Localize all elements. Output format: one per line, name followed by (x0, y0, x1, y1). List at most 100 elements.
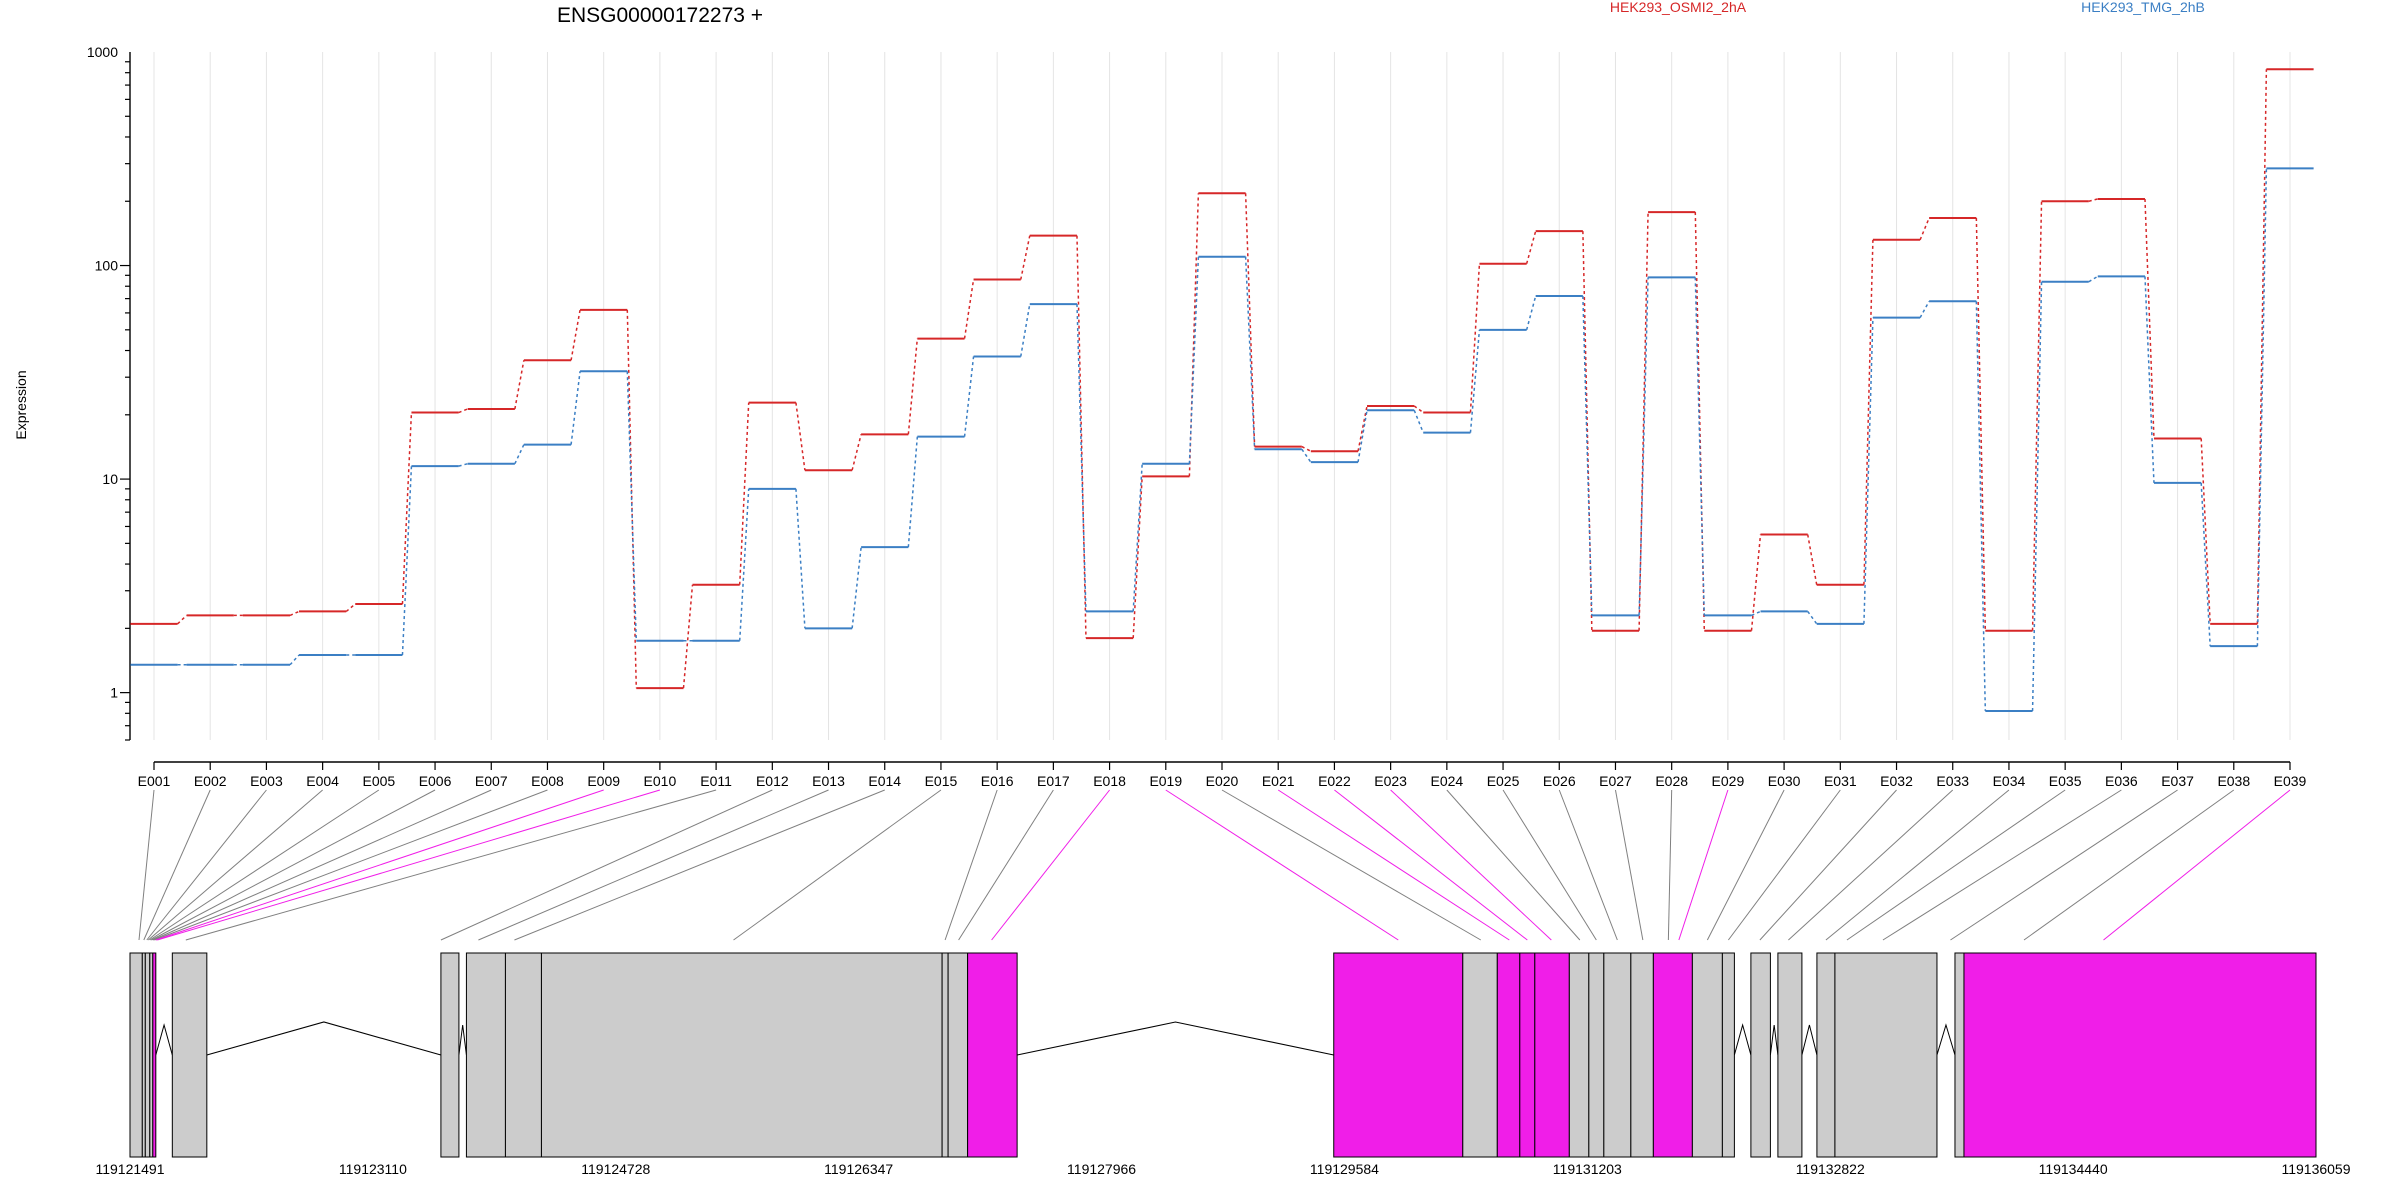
connector-line (738, 402, 750, 585)
x-tick-label: E008 (531, 773, 564, 789)
connector-line (1638, 277, 1649, 616)
connector-line (1188, 256, 1200, 464)
bin-link (1825, 789, 2010, 941)
connector-line (795, 402, 806, 471)
bin-link (146, 789, 267, 941)
exon-block (947, 952, 969, 1158)
connector-line (458, 463, 468, 467)
connector-line (458, 408, 468, 414)
x-tick-label: E022 (1318, 773, 1351, 789)
x-tick-label: E002 (194, 773, 227, 789)
exon-block (967, 952, 1018, 1158)
connector-line (2256, 69, 2268, 624)
intron-line (1936, 1023, 1956, 1056)
connector-line (682, 584, 694, 689)
x-tick-label: E030 (1768, 773, 1801, 789)
bin-link (958, 789, 1054, 941)
exon-block (152, 952, 157, 1158)
exon-block (440, 952, 460, 1158)
vertical-grid (153, 52, 2291, 740)
x-axis: E001 E002 E003 E004 E005 E006 E007 E008 E009 E010… (138, 761, 2307, 789)
connector-line (570, 309, 581, 361)
bin-link (733, 789, 942, 941)
exon-block (1588, 952, 1605, 1158)
x-tick-label: E031 (1824, 773, 1857, 789)
bin-link (1846, 789, 2066, 941)
bin-link (147, 789, 323, 941)
exon-block (1834, 952, 1938, 1158)
bin-link (149, 789, 380, 941)
connector-line (570, 371, 581, 445)
connector-line (1694, 277, 1706, 616)
bin-link (1446, 789, 1581, 941)
bin-link (1882, 789, 2122, 941)
genome-coordinate-label: 119131203 (1553, 1161, 1622, 1177)
x-tick-label: E009 (587, 773, 620, 789)
exon-block (1534, 952, 1570, 1158)
exon-block (465, 952, 506, 1158)
x-tick-label: E010 (644, 773, 677, 789)
connector-line (1020, 303, 1031, 357)
connector-line (1132, 463, 1143, 612)
connector-line (1076, 235, 1087, 639)
connector-line (1469, 263, 1481, 413)
series-tmg (130, 167, 2314, 713)
x-tick-label: E005 (362, 773, 395, 789)
bin-link (1277, 789, 1510, 941)
connector-line (1863, 239, 1874, 585)
genome-coordinate-label: 119136059 (2281, 1161, 2350, 1177)
x-tick-label: E039 (2274, 773, 2307, 789)
connector-line (1975, 301, 1987, 712)
exon-block (504, 952, 542, 1158)
connector-line (1132, 476, 1143, 639)
y-tick-label: 1 (110, 685, 118, 701)
x-tick-label: E015 (925, 773, 958, 789)
connector-line (1582, 295, 1593, 616)
connector-line (289, 654, 300, 666)
x-tick-label: E029 (1712, 773, 1745, 789)
bin-link (944, 789, 998, 941)
x-tick-label: E021 (1262, 773, 1295, 789)
bin-link (1221, 789, 1482, 941)
chart-title: ENSG00000172273 + (557, 4, 763, 27)
x-tick-label: E037 (2161, 773, 2194, 789)
x-tick-label: E034 (1993, 773, 2026, 789)
connector-line (2088, 275, 2099, 283)
bin-link (1759, 789, 1897, 941)
connector-line (907, 338, 919, 435)
x-tick-label: E001 (138, 773, 171, 789)
bin-link (1614, 789, 1644, 941)
x-tick-label: E024 (1430, 773, 1463, 789)
x-tick-label: E006 (419, 773, 452, 789)
connector-line (289, 610, 300, 617)
exon-block (1750, 952, 1771, 1158)
exon-block (1954, 952, 1965, 1158)
bin-link (2103, 789, 2291, 941)
bin-link (154, 789, 548, 941)
x-tick-label: E026 (1543, 773, 1576, 789)
intron-line (155, 1023, 173, 1056)
y-tick-label: 10 (102, 471, 118, 487)
intron-line (206, 1021, 442, 1056)
connector-line (401, 412, 413, 605)
series-lines (130, 68, 2314, 713)
connector-line (1413, 405, 1424, 414)
bin-link (1788, 789, 1954, 941)
connector-line (2200, 482, 2211, 647)
bin-link (143, 789, 211, 941)
bin-link (1667, 789, 1673, 941)
x-tick-label: E036 (2105, 773, 2138, 789)
connector-line (1020, 235, 1031, 280)
bin-link (155, 789, 604, 941)
bin-link (1950, 789, 2178, 941)
connector-line (626, 371, 638, 641)
connector-line (1750, 534, 1762, 631)
intron-line (1769, 1024, 1779, 1056)
bin-link (152, 789, 492, 941)
x-tick-label: E038 (2217, 773, 2250, 789)
connector-line (2144, 198, 2155, 439)
exon-block (144, 952, 151, 1158)
exon-block (171, 952, 208, 1158)
connector-line (1188, 193, 1200, 477)
